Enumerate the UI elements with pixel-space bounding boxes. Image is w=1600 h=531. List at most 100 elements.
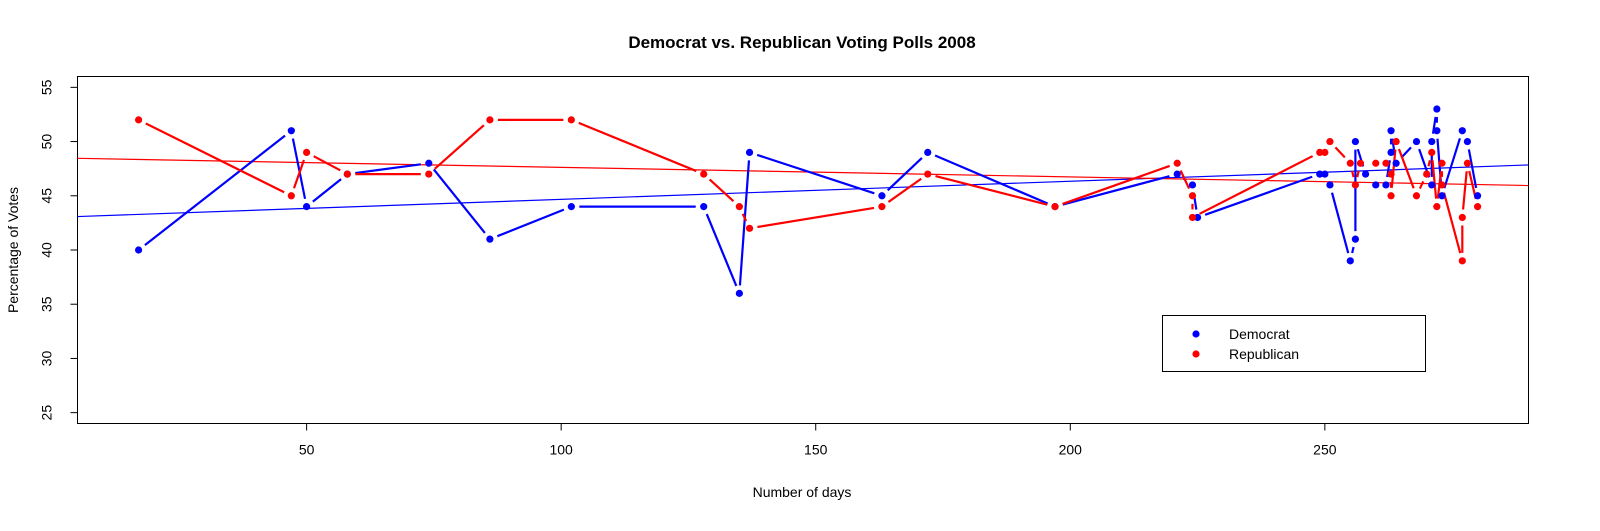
data-point-republican (1382, 159, 1390, 167)
data-point-republican (1458, 257, 1466, 265)
data-point-republican (1428, 148, 1436, 157)
data-point-republican (1346, 159, 1354, 167)
data-point-republican (745, 224, 754, 232)
data-point-republican (1321, 148, 1329, 157)
data-point-republican (1438, 181, 1446, 189)
data-point-republican (1387, 170, 1395, 178)
y-tick-label: 55 (39, 79, 55, 95)
data-point-republican (1392, 137, 1400, 146)
data-point-democrat (700, 203, 708, 211)
line-segment-democrat (1467, 149, 1478, 189)
x-tick-label: 250 (1313, 442, 1337, 458)
y-tick-label: 35 (39, 296, 55, 312)
legend-label-republican: Republican (1229, 346, 1299, 362)
data-point-democrat (1193, 213, 1202, 222)
data-point-republican (1423, 170, 1431, 178)
line-segment-republican (1427, 159, 1432, 167)
data-point-republican (1351, 181, 1359, 189)
line-segment-democrat (291, 138, 307, 199)
line-segment-democrat (312, 178, 342, 203)
line-segment-democrat (355, 163, 422, 175)
data-point-republican (1433, 203, 1441, 211)
data-point-democrat (303, 203, 311, 211)
line-segment-democrat (738, 160, 751, 286)
line-segment-republican (1334, 146, 1346, 159)
line-segment-democrat (496, 208, 565, 238)
data-point-republican (1051, 203, 1059, 211)
data-point-democrat (1321, 170, 1329, 178)
line-segment-republican (1390, 149, 1397, 188)
legend-box (1162, 315, 1426, 372)
line-segment-democrat (144, 134, 286, 246)
data-point-democrat (1433, 127, 1441, 135)
line-segment-republican (1199, 155, 1314, 215)
data-point-democrat (567, 203, 575, 211)
trendline-republican (77, 157, 1529, 187)
data-point-democrat (1173, 170, 1181, 178)
data-point-republican (486, 116, 494, 124)
line-segment-republican (434, 124, 485, 170)
line-segment-republican (757, 206, 875, 229)
data-point-republican (287, 192, 295, 200)
y-tick-label: 30 (39, 350, 55, 366)
data-point-republican (1356, 159, 1365, 167)
data-point-democrat (1346, 257, 1354, 265)
data-point-republican (735, 203, 743, 211)
data-point-republican (425, 170, 433, 178)
data-point-republican (878, 203, 886, 211)
x-axis-label: Number of days (753, 484, 852, 500)
line-segment-republican (1062, 164, 1171, 205)
legend-label-democrat: Democrat (1229, 326, 1290, 342)
data-point-democrat (924, 148, 932, 157)
data-point-democrat (1326, 181, 1334, 189)
y-tick-label: 40 (39, 242, 55, 258)
line-segment-republican (313, 155, 341, 172)
y-tick-label: 45 (39, 188, 55, 204)
series-lines (144, 116, 1478, 287)
trendlines (77, 157, 1529, 218)
line-segment-republican (741, 213, 748, 222)
data-point-democrat (1382, 181, 1390, 189)
data-point-democrat (1458, 127, 1466, 135)
data-point-democrat (1428, 181, 1436, 189)
data-point-democrat (878, 192, 886, 200)
data-point-democrat (1463, 137, 1472, 146)
line-segment-republican (292, 159, 305, 189)
line-segment-republican (1461, 171, 1468, 210)
data-point-republican (1387, 192, 1395, 200)
data-point-democrat (1361, 170, 1370, 178)
data-point-republican (1188, 213, 1197, 222)
line-segment-republican (1356, 170, 1360, 178)
legend-marker-republican (1192, 350, 1200, 358)
data-point-republican (1463, 159, 1472, 167)
data-point-republican (1438, 159, 1446, 167)
data-point-republican (134, 116, 143, 124)
line-segment-republican (1431, 160, 1438, 199)
line-segment-democrat (1062, 175, 1170, 206)
legend-marker-democrat (1192, 330, 1200, 338)
data-point-democrat (1188, 181, 1197, 189)
line-segment-democrat (1330, 192, 1350, 254)
data-point-democrat (287, 127, 295, 135)
line-segment-democrat (1400, 146, 1412, 159)
line-segment-democrat (934, 154, 1049, 205)
data-point-democrat (1372, 181, 1380, 189)
y-tick-label: 25 (39, 405, 55, 421)
data-point-republican (700, 170, 708, 178)
x-axis: 50 100 150 200 250 (299, 423, 1337, 458)
data-point-democrat (735, 289, 743, 297)
data-point-republican (1173, 159, 1181, 167)
y-axis-label: Percentage of Votes (5, 187, 21, 313)
data-point-democrat (1433, 105, 1441, 113)
x-tick-label: 50 (299, 442, 315, 458)
line-segment-republican (1179, 170, 1191, 190)
data-point-republican (303, 148, 311, 157)
data-point-republican (1188, 192, 1197, 200)
data-point-democrat (1351, 137, 1359, 146)
line-segment-democrat (705, 213, 738, 287)
line-segment-democrat (1443, 138, 1461, 189)
line-segment-republican (708, 178, 735, 203)
line-segment-republican (145, 122, 285, 194)
line-segment-republican (578, 121, 697, 173)
data-point-democrat (1387, 148, 1395, 157)
